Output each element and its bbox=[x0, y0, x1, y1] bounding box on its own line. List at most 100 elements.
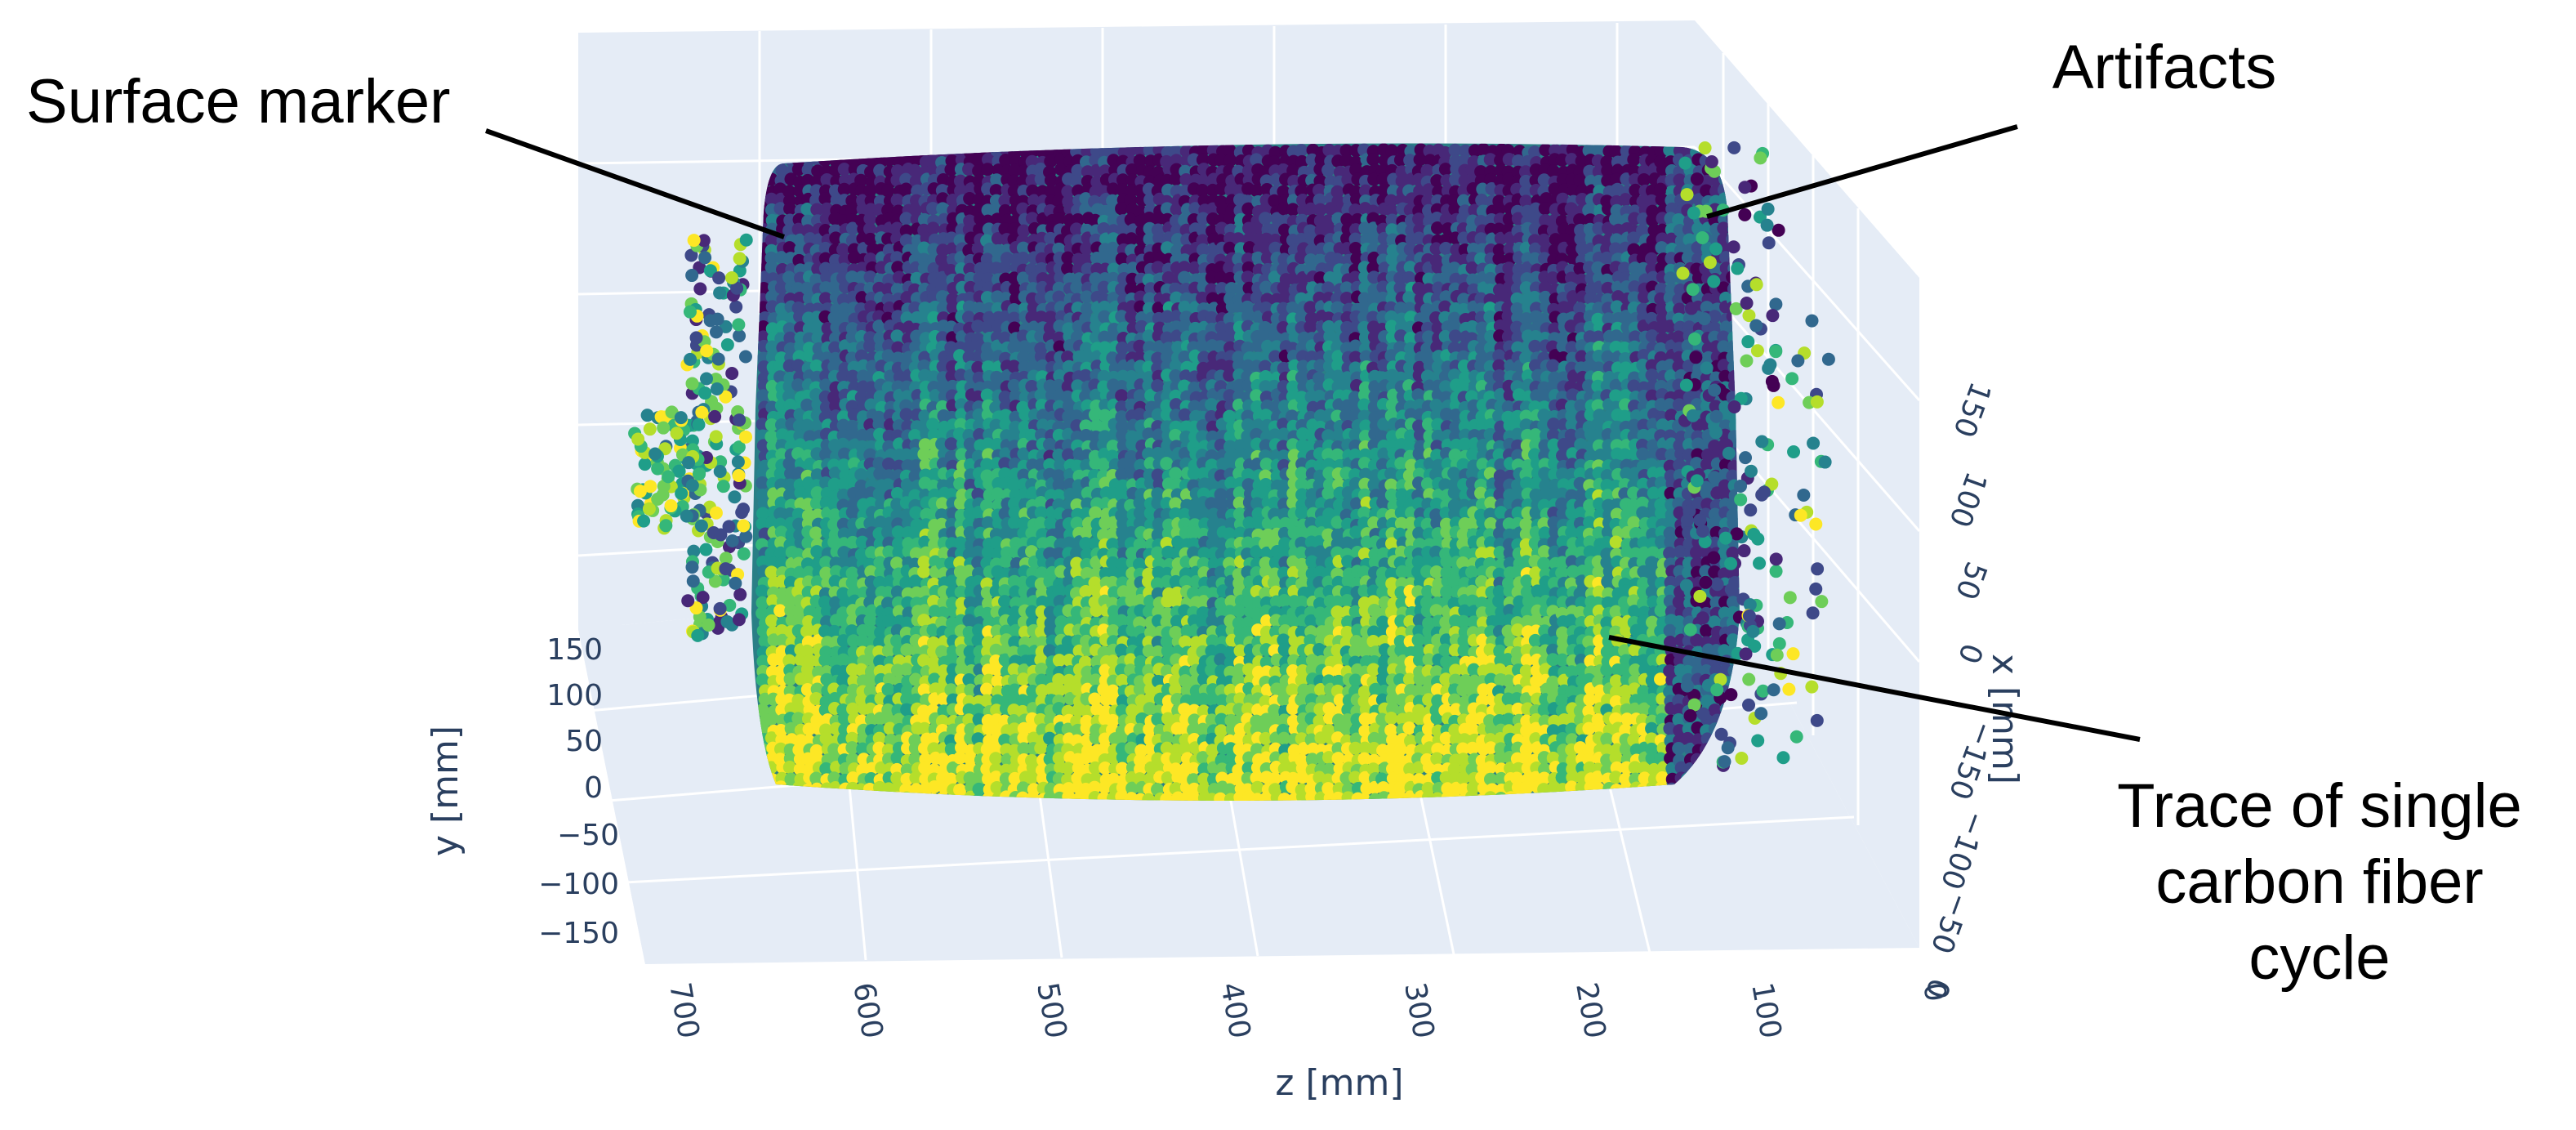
data-point bbox=[766, 594, 780, 608]
data-point bbox=[764, 731, 778, 745]
data-point bbox=[775, 163, 789, 177]
data-point bbox=[809, 497, 823, 511]
data-point bbox=[755, 584, 769, 598]
data-point bbox=[1295, 506, 1308, 520]
data-point bbox=[800, 418, 814, 432]
data-point bbox=[1295, 143, 1308, 157]
data-point bbox=[800, 398, 814, 412]
data-point bbox=[836, 634, 850, 648]
data-point bbox=[756, 623, 770, 637]
data-point bbox=[820, 270, 834, 284]
data-point bbox=[773, 507, 787, 520]
data-point bbox=[1259, 212, 1272, 226]
data-point bbox=[756, 439, 770, 453]
data-point bbox=[1043, 644, 1057, 658]
data-point bbox=[828, 341, 842, 355]
data-point bbox=[1286, 683, 1299, 697]
data-point bbox=[793, 184, 807, 198]
data-point bbox=[836, 653, 850, 667]
data-point bbox=[829, 253, 843, 267]
data-point bbox=[800, 624, 814, 638]
data-point bbox=[1044, 516, 1058, 530]
data-point bbox=[803, 430, 817, 444]
point-cloud bbox=[628, 141, 1835, 801]
data-point bbox=[764, 261, 778, 275]
data-point bbox=[917, 614, 931, 628]
data-point bbox=[775, 556, 789, 570]
data-point bbox=[800, 663, 814, 677]
data-point bbox=[783, 202, 797, 216]
data-point bbox=[810, 545, 824, 559]
data-point bbox=[783, 331, 797, 345]
data-point bbox=[755, 673, 769, 687]
data-point bbox=[755, 516, 769, 530]
data-point bbox=[765, 290, 779, 304]
data-point bbox=[800, 202, 814, 216]
data-point bbox=[1250, 780, 1264, 794]
data-point bbox=[755, 703, 769, 717]
data-point bbox=[827, 360, 841, 373]
data-point bbox=[1232, 604, 1246, 618]
data-point bbox=[791, 359, 805, 373]
data-point bbox=[791, 507, 805, 521]
data-point bbox=[836, 437, 850, 451]
data-point bbox=[793, 291, 807, 305]
data-point bbox=[828, 467, 842, 480]
data-point bbox=[774, 525, 788, 539]
data-point bbox=[773, 467, 787, 480]
data-point bbox=[755, 507, 769, 520]
data-point bbox=[863, 614, 877, 628]
data-point bbox=[827, 477, 841, 491]
data-point bbox=[756, 389, 770, 403]
data-point bbox=[1420, 163, 1434, 177]
data-point bbox=[962, 614, 976, 628]
data-point bbox=[837, 302, 851, 316]
data-point bbox=[801, 752, 815, 766]
data-point bbox=[809, 771, 823, 785]
data-point bbox=[800, 281, 814, 295]
data-point bbox=[774, 418, 788, 431]
data-point bbox=[980, 682, 994, 696]
data-point bbox=[784, 721, 798, 735]
data-point bbox=[1115, 643, 1129, 657]
data-point bbox=[890, 193, 904, 207]
data-point bbox=[819, 762, 833, 775]
data-point bbox=[836, 369, 850, 383]
data-point bbox=[811, 331, 825, 345]
data-point bbox=[836, 673, 850, 687]
data-point bbox=[810, 682, 824, 696]
data-point bbox=[836, 243, 850, 257]
data-point bbox=[1115, 389, 1129, 403]
data-point bbox=[820, 486, 834, 500]
data-point bbox=[756, 467, 770, 480]
data-point bbox=[837, 163, 851, 176]
data-point bbox=[755, 476, 769, 490]
data-point bbox=[829, 231, 843, 245]
data-point bbox=[792, 517, 806, 531]
data-point bbox=[820, 202, 834, 216]
data-point bbox=[845, 270, 859, 284]
data-point bbox=[1384, 712, 1398, 726]
data-point bbox=[810, 486, 824, 500]
data-point bbox=[829, 331, 843, 345]
data-point bbox=[791, 163, 805, 176]
data-point bbox=[827, 771, 841, 785]
data-point bbox=[1160, 457, 1174, 471]
data-point bbox=[819, 556, 833, 569]
data-point bbox=[773, 359, 787, 373]
right-pane bbox=[1695, 20, 1919, 948]
data-point bbox=[827, 280, 841, 294]
data-point bbox=[818, 252, 832, 266]
data-point bbox=[774, 723, 788, 737]
data-point bbox=[793, 565, 807, 579]
data-point bbox=[818, 653, 832, 667]
data-point bbox=[782, 241, 796, 255]
data-point bbox=[836, 489, 850, 502]
data-point bbox=[890, 329, 904, 343]
data-point bbox=[845, 221, 859, 235]
data-point bbox=[810, 575, 824, 589]
data-point bbox=[802, 565, 816, 579]
data-point bbox=[854, 468, 868, 482]
data-point bbox=[830, 565, 844, 578]
